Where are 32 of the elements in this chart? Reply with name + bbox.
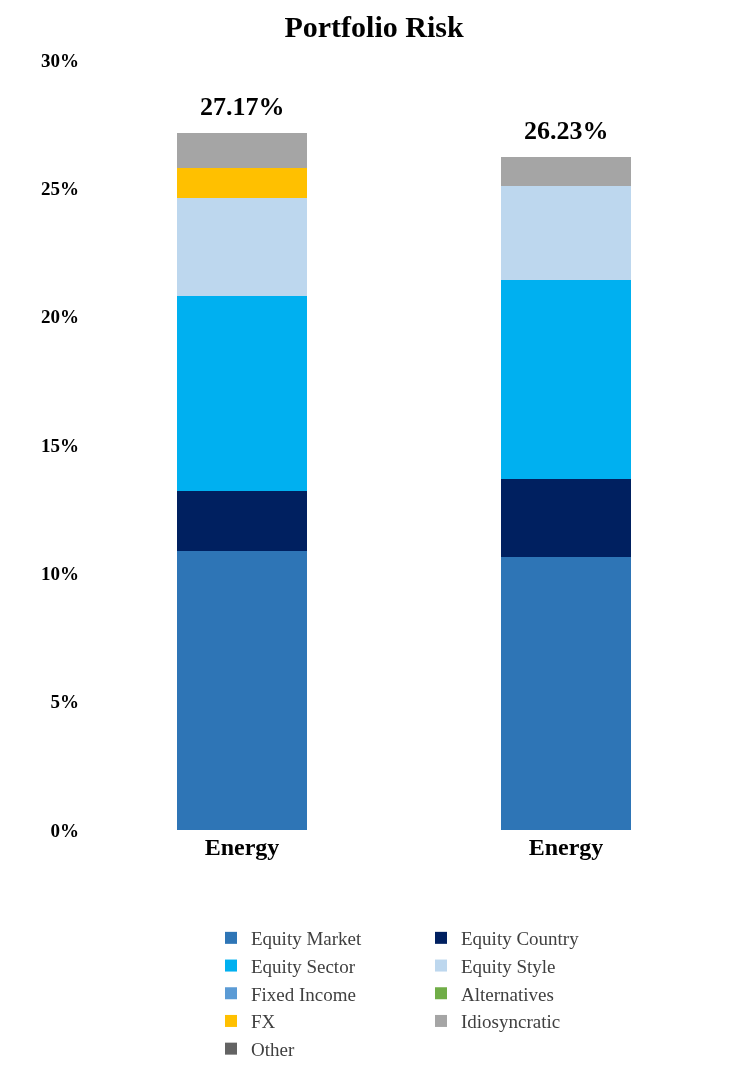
legend-label: Equity Style	[461, 955, 556, 977]
bar	[177, 167, 307, 198]
bar	[177, 197, 307, 297]
bar	[501, 280, 631, 480]
y-tick-label: 0%	[50, 819, 79, 841]
bar	[501, 185, 631, 281]
legend-label: Equity Sector	[251, 955, 356, 977]
y-tick-label: 10%	[41, 562, 79, 584]
x-tick-label: Energy	[528, 834, 604, 860]
y-tick-label: 25%	[41, 177, 79, 199]
y-tick-label: 30%	[41, 49, 79, 71]
legend-label: FX	[251, 1011, 276, 1033]
total-label: 27.17%	[200, 92, 285, 121]
y-tick-label: 5%	[50, 691, 79, 713]
legend-label: Equity Country	[461, 928, 580, 950]
bar	[501, 557, 631, 830]
legend-label: Fixed Income	[251, 983, 357, 1005]
bar	[177, 551, 307, 830]
total-label: 26.23%	[524, 116, 609, 145]
y-tick-label: 15%	[41, 434, 79, 456]
y-tick-label: 20%	[41, 306, 79, 328]
legend-label: Alternatives	[461, 983, 554, 1005]
bar	[177, 490, 307, 552]
legend-label: Other	[251, 1039, 295, 1061]
bar	[177, 296, 307, 491]
bar	[501, 479, 631, 558]
x-tick-label: Energy	[204, 834, 280, 860]
legend-label: Equity Market	[251, 928, 362, 950]
bar	[501, 156, 631, 186]
bar	[177, 132, 307, 168]
chart-title: Portfolio Risk	[284, 10, 464, 44]
legend-label: Idiosyncratic	[461, 1011, 561, 1033]
